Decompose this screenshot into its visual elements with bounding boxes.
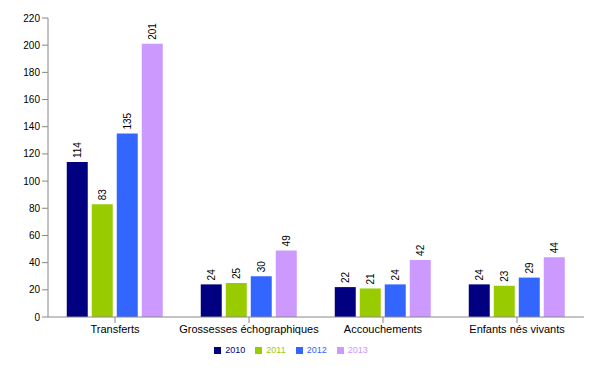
svg-text:30: 30 — [256, 261, 267, 273]
html-text:2011: 2011 — [266, 345, 286, 355]
svg-text:24: 24 — [206, 269, 217, 281]
svg-text:25: 25 — [231, 267, 242, 279]
svg-text:Transferts: Transferts — [90, 323, 140, 335]
svg-text:23: 23 — [499, 270, 510, 282]
svg-text:21: 21 — [365, 273, 376, 285]
svg-text:Accouchements: Accouchements — [344, 323, 423, 335]
svg-text:83: 83 — [97, 189, 108, 201]
svg-text:24: 24 — [390, 269, 401, 281]
svg-text:0: 0 — [34, 312, 40, 323]
svg-text:24: 24 — [474, 269, 485, 281]
svg-text:20: 20 — [29, 284, 41, 295]
svg-text:100: 100 — [23, 176, 40, 187]
svg-text:Grossesses échographiques: Grossesses échographiques — [179, 323, 319, 335]
svg-text:Enfants nés vivants: Enfants nés vivants — [469, 323, 565, 335]
svg-text:120: 120 — [23, 148, 40, 159]
html-text:2013: 2013 — [347, 345, 368, 355]
html-text:2012: 2012 — [306, 345, 327, 355]
svg-text:160: 160 — [23, 94, 40, 105]
svg-text:180: 180 — [23, 67, 40, 78]
svg-text:200: 200 — [23, 40, 40, 51]
svg-text:140: 140 — [23, 121, 40, 132]
svg-text:220: 220 — [23, 13, 40, 24]
svg-text:44: 44 — [549, 242, 560, 254]
svg-text:60: 60 — [29, 230, 41, 241]
svg-text:42: 42 — [415, 244, 426, 256]
svg-text:201: 201 — [147, 23, 158, 40]
svg-text:80: 80 — [29, 203, 41, 214]
svg-text:114: 114 — [72, 142, 83, 158]
svg-text:40: 40 — [29, 257, 41, 268]
html-text:2010: 2010 — [225, 345, 246, 355]
svg-text:29: 29 — [524, 262, 535, 274]
svg-text:49: 49 — [281, 235, 292, 247]
svg-text:22: 22 — [340, 272, 351, 284]
svg-text:135: 135 — [122, 112, 133, 129]
